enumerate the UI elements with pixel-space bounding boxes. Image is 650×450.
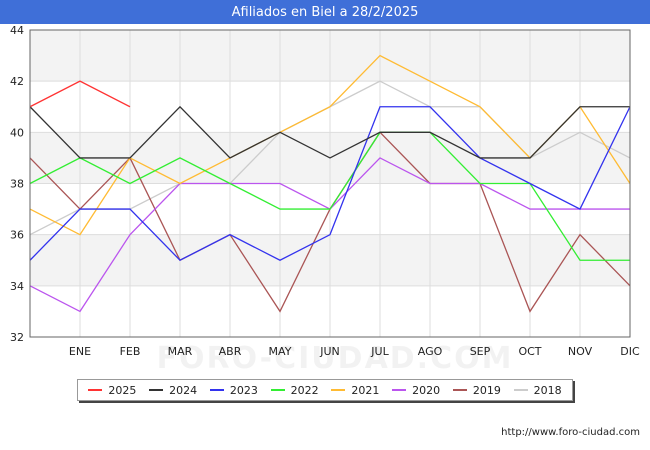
- x-tick-label: FEB: [120, 345, 141, 358]
- legend-item-2021: 2021: [331, 384, 379, 397]
- legend-label: 2019: [472, 383, 501, 397]
- series-line-2023: [29, 106, 631, 262]
- legend-item-2020: 2020: [392, 384, 440, 397]
- y-tick-labels: 32 34 36 38 40 42 44: [10, 24, 24, 344]
- legend-item-2022: 2022: [270, 383, 319, 397]
- plot-border: [29, 29, 631, 338]
- legend-label: 2024: [169, 383, 198, 397]
- legend-item-2019: 2019: [452, 383, 501, 397]
- legend-swatch: [209, 389, 224, 391]
- x-tick-label: NOV: [568, 345, 593, 358]
- x-tick-label: ABR: [219, 345, 242, 358]
- legend-item-2024: 2024: [149, 384, 197, 397]
- x-tick-labels: ENE FEB MAR ABR MAY JUN JUL AGO SEP OCT NOV DIC: [69, 345, 640, 358]
- legend-label: 2023: [229, 383, 258, 397]
- legend-swatch: [452, 389, 467, 391]
- legend-label: 2018: [533, 383, 562, 397]
- legend-swatch: [270, 389, 285, 391]
- x-tick-label: OCT: [518, 345, 541, 358]
- y-tick-label: 40: [10, 126, 24, 139]
- y-tick-label: 42: [10, 75, 24, 88]
- x-tick-label: ENE: [69, 345, 91, 358]
- source-url: http://www.foro-ciudad.com: [501, 427, 640, 438]
- watermark: FORO-CIUDAD.COM: [157, 341, 514, 376]
- legend-label: 2025: [108, 383, 137, 397]
- series-line-2025: [29, 80, 131, 108]
- legend-item-2018: 2018: [513, 383, 562, 397]
- y-tick-label: 44: [10, 24, 24, 37]
- legend-item-2025: 2025: [88, 384, 136, 397]
- legend-swatch: [392, 389, 407, 391]
- legend-label: 2022: [290, 383, 319, 397]
- legend-label: 2020: [412, 383, 441, 397]
- x-tick-label: SEP: [470, 345, 491, 358]
- series-line-2024: [29, 105, 630, 159]
- legend-swatch: [149, 389, 164, 391]
- x-tick-label: MAR: [168, 345, 193, 358]
- legend-swatch: [331, 389, 346, 391]
- legend: 2025 2024 2023 2022 2021 2020 2019 2018: [77, 379, 573, 401]
- x-tick-label: AGO: [418, 345, 443, 358]
- y-tick-label: 32: [10, 331, 24, 344]
- x-tick-label: DIC: [620, 345, 640, 358]
- series-lines: [29, 54, 631, 313]
- legend-label: 2021: [351, 383, 380, 397]
- legend-swatch: [88, 389, 103, 391]
- legend-swatch: [513, 389, 528, 391]
- legend-item-2023: 2023: [209, 383, 258, 397]
- x-tick-label: MAY: [269, 345, 292, 358]
- x-tick-label: JUL: [370, 345, 389, 358]
- chart-title: Afiliados en Biel a 28/2/2025: [0, 0, 650, 24]
- y-tick-label: 34: [10, 280, 24, 293]
- x-tick-label: JUN: [319, 345, 340, 358]
- y-tick-label: 38: [10, 178, 24, 191]
- y-tick-label: 36: [10, 229, 24, 242]
